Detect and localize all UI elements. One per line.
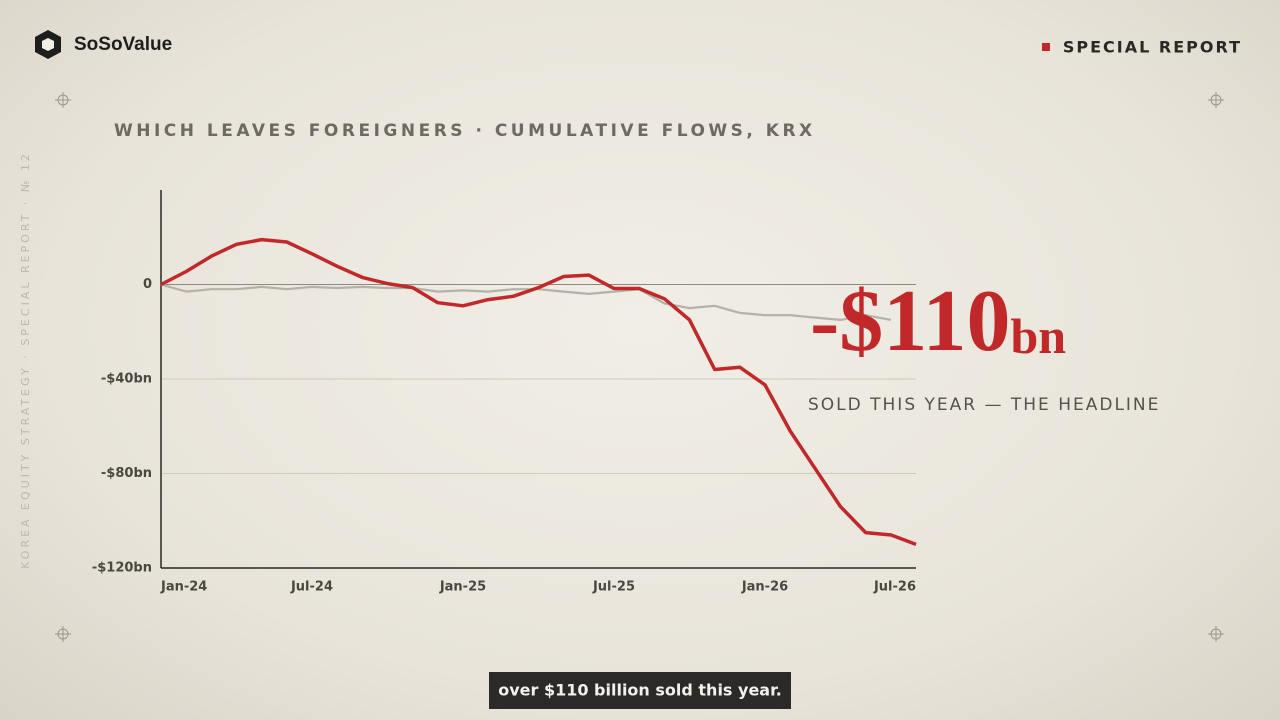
y-tick-label: -$40bn	[101, 372, 152, 387]
y-tick-label: -$120bn	[92, 561, 152, 576]
brand: SoSoValue	[74, 34, 172, 55]
x-tick-label: Jan-24	[160, 580, 207, 595]
x-tick-label: Jul-26	[873, 580, 916, 595]
x-tick-label: Jan-25	[439, 580, 486, 595]
y-tick-label: -$80bn	[101, 466, 152, 481]
annotation-note: SOLD THIS YEAR — THE HEADLINE	[808, 395, 1160, 415]
annotation-value: -$110	[810, 273, 1010, 370]
y-tick-label: 0	[143, 277, 152, 292]
annotation-figure: -$110bn	[810, 273, 1066, 370]
caption: over $110 billion sold this year.	[498, 681, 782, 700]
caption-box	[489, 672, 791, 709]
series-line	[160, 237, 917, 547]
chart-title: WHICH LEAVES FOREIGNERS · CUMULATIVE FLO…	[114, 121, 816, 141]
series-line	[160, 283, 892, 321]
crosshairs	[55, 92, 1224, 642]
badge: SPECIAL REPORT	[1063, 38, 1242, 57]
x-tick-label: Jul-25	[592, 580, 635, 595]
plot: -$120bn -$80bn -$40bn 0 Jan-24 Jul-24 Jan-25 Ju…	[92, 190, 917, 595]
x-tick-label: Jan-26	[741, 580, 788, 595]
side-text: KOREA EQUITY STRATEGY · SPECIAL REPORT ·…	[19, 151, 32, 569]
annotation-unit: bn	[1010, 308, 1066, 364]
logo-icon	[35, 30, 61, 59]
x-tick-label: Jul-24	[290, 580, 333, 595]
badge-dot	[1042, 43, 1050, 51]
